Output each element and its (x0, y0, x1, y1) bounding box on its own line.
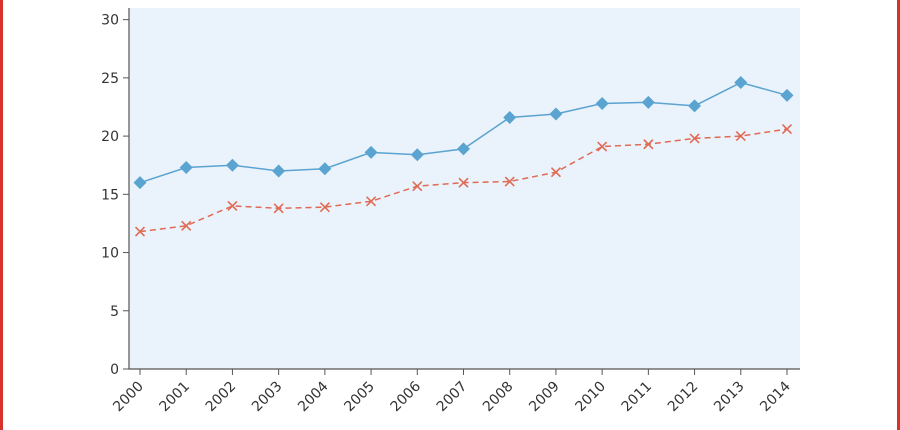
data-point-diamond (549, 107, 563, 121)
data-point-diamond (734, 76, 748, 90)
plot-area (129, 8, 800, 369)
data-point-diamond (457, 142, 470, 156)
data-point-x (412, 181, 423, 192)
data-point-x (458, 177, 469, 188)
data-point-x (689, 133, 700, 144)
y-axis-ticks: 0 5 10 15 20 25 30 (101, 13, 129, 378)
series-1 (133, 76, 794, 190)
data-point-x (227, 200, 238, 212)
x-tick-label: 2005 (341, 379, 378, 416)
data-point-x (735, 131, 746, 142)
data-point-diamond (595, 96, 609, 110)
data-point-diamond (179, 161, 193, 175)
x-tick-label: 2009 (526, 379, 563, 416)
x-tick-label: 2007 (434, 379, 471, 416)
x-tick-label: 2010 (572, 379, 609, 416)
y-tick-label: 30 (101, 13, 119, 29)
data-point-diamond (503, 110, 517, 124)
y-tick-label: 0 (110, 362, 119, 378)
y-tick-label: 20 (101, 129, 119, 145)
data-point-diamond (410, 148, 424, 162)
data-point-x (550, 167, 561, 178)
data-point-x (597, 141, 608, 152)
data-point-x (319, 202, 330, 213)
x-tick-label: 2001 (157, 379, 194, 416)
data-point-diamond (133, 176, 147, 190)
y-tick-label: 5 (110, 304, 119, 320)
x-tick-label: 2002 (203, 379, 240, 416)
data-point-x (181, 220, 192, 231)
x-tick-label: 2006 (388, 378, 425, 415)
x-tick-label: 2004 (295, 378, 332, 415)
data-point-x (504, 176, 515, 187)
data-point-diamond (641, 95, 655, 109)
data-point-diamond (318, 162, 332, 176)
data-point-x (273, 203, 284, 214)
data-point-diamond (364, 145, 378, 159)
x-tick-label: 2013 (711, 379, 748, 416)
y-tick-label: 25 (101, 71, 119, 87)
data-point-x (366, 196, 377, 207)
x-tick-label: 2000 (110, 379, 147, 416)
series-group (133, 76, 794, 237)
y-tick-label: 15 (101, 187, 119, 203)
y-tick-label: 10 (101, 246, 119, 262)
data-point-diamond (225, 158, 239, 172)
x-axis-ticks: 2000 2001 2002 2003 2004 2005 2006 2007 2008 2009… (110, 369, 794, 415)
data-point-diamond (780, 88, 794, 102)
data-point-x (643, 139, 654, 150)
data-point-x (781, 124, 793, 135)
data-point-diamond (688, 99, 702, 113)
data-point-diamond (272, 164, 286, 178)
x-tick-label: 2014 (757, 378, 794, 415)
axes (128, 8, 800, 370)
x-tick-label: 2011 (619, 379, 656, 416)
series-2 (134, 124, 793, 237)
data-point-x (134, 226, 146, 237)
x-tick-label: 2012 (665, 379, 702, 416)
x-tick-label: 2003 (249, 379, 286, 416)
x-tick-label: 2008 (480, 379, 517, 416)
